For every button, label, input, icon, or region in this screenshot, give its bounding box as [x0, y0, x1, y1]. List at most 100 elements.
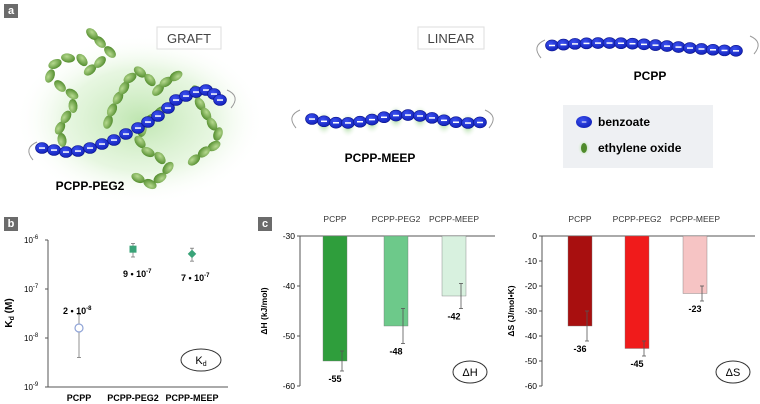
- kd-annot-peg2: 9 • 10-7: [123, 269, 152, 279]
- dh-category-label: PCPP-PEG2: [372, 214, 421, 224]
- kd-category-label: PCPP: [67, 393, 92, 403]
- meep-endcap-right: [484, 109, 494, 129]
- benzoate-bead: [591, 37, 605, 49]
- peg-bead: [134, 135, 146, 149]
- peg-side-chains: [45, 28, 223, 190]
- benzoate-bead: [389, 109, 403, 122]
- benzoate-bead: [179, 90, 193, 102]
- ds-tick-label: -40: [525, 331, 538, 341]
- dh-tick-label: -40: [283, 281, 296, 291]
- benzoate-bead: [413, 110, 427, 122]
- benzoate-bead: [141, 116, 155, 128]
- benzoate-bead: [706, 43, 720, 56]
- graft-backbone: [35, 84, 227, 158]
- benzoate-bead: [83, 142, 97, 154]
- benzoate-bead: [556, 38, 571, 51]
- ds-box-label: ΔS: [726, 367, 741, 379]
- kd-annot-meep: 7 • 10-7: [181, 273, 210, 283]
- peg-bead: [83, 64, 97, 76]
- pcpp-peg2-name: PCPP-PEG2: [56, 179, 125, 193]
- peg-bead: [54, 80, 66, 92]
- kd-marks: [74, 243, 197, 358]
- peg-bead: [162, 161, 174, 175]
- benzoate-bead: [213, 94, 227, 106]
- kd-tick-label: 10-6: [24, 235, 39, 245]
- ds-tick-label: -10: [525, 256, 538, 266]
- benzoate-bead: [59, 146, 73, 158]
- ds-bar: [682, 235, 708, 294]
- benzoate-bead: [437, 114, 451, 127]
- ds-tick-label: 0: [532, 231, 537, 241]
- panel-a-diagram: − benzoate ethylene oxide GRAFT LINEAR P…: [15, 26, 759, 200]
- dh-tick-label: -50: [283, 331, 296, 341]
- ds-tick-label: -50: [525, 356, 538, 366]
- benzoate-bead: [305, 113, 319, 125]
- graft-endcap-left: [28, 141, 38, 161]
- benzoate-bead: [694, 43, 709, 55]
- benzoate-bead: [161, 102, 175, 114]
- pcpp-name: PCPP: [634, 69, 667, 83]
- benzoate-bead: [660, 40, 674, 52]
- benzoate-bead: [377, 111, 391, 124]
- benzoate-legend-icon: [576, 116, 592, 128]
- peg-bead: [86, 28, 98, 40]
- kd-point-meep: [187, 249, 197, 259]
- ds-category-label: PCPP-MEEP: [670, 214, 720, 224]
- dh-data-label: -48: [389, 347, 402, 357]
- ds-ylabel: ΔS (J/mol•K): [506, 285, 516, 336]
- graft-glow: [15, 35, 265, 200]
- benzoate-bead: [614, 37, 628, 50]
- benzoate-bead: [449, 116, 463, 128]
- peg-bead: [54, 121, 66, 135]
- peg-bead: [143, 178, 157, 190]
- meep-backbone: [305, 104, 487, 138]
- legend-box: [563, 105, 713, 168]
- legend-ethylene-oxide: ethylene oxide: [598, 141, 682, 155]
- peg-bead: [187, 154, 201, 166]
- graft-title-box: [156, 26, 222, 50]
- benzoate-bead: [35, 142, 49, 154]
- peg-bead: [104, 46, 116, 58]
- ds-box: [715, 360, 751, 384]
- kd-y-ticks: 10-6 10-7 10-8 10-9: [24, 235, 48, 392]
- legend-benzoate: benzoate: [598, 115, 650, 129]
- benzoate-bead: [425, 112, 439, 124]
- peg-bead: [141, 146, 155, 158]
- benzoate-bead: [545, 39, 559, 52]
- benzoate-bead: [637, 38, 651, 51]
- peg-bead: [94, 56, 106, 68]
- benzoate-bead: [461, 117, 475, 129]
- benzoate-bead: [473, 116, 487, 129]
- peg-bead: [213, 127, 223, 141]
- peg-bead: [153, 172, 167, 184]
- benzoate-bead: [579, 37, 594, 50]
- peg-bead: [159, 76, 173, 88]
- peg-bead: [207, 140, 221, 152]
- kd-tick-label: 10-7: [24, 284, 39, 294]
- peg-bead: [197, 146, 211, 158]
- kd-categories: PCPP PCPP-PEG2 PCPP-MEEP: [67, 393, 219, 403]
- kd-tick-label: 10-9: [24, 382, 39, 392]
- dh-tick-label: -60: [283, 381, 296, 391]
- pcpp-meep-name: PCPP-MEEP: [345, 151, 416, 165]
- kd-annot-pcpp: 2 • 10-8: [63, 306, 92, 316]
- peg-bead: [169, 70, 183, 82]
- peg-bead: [152, 84, 164, 96]
- kd-tick-label: 10-8: [24, 333, 39, 343]
- peg-bead: [131, 172, 145, 184]
- ds-category-label: PCPP-PEG2: [613, 214, 662, 224]
- dh-box: [452, 360, 488, 384]
- peg-bead: [103, 115, 113, 129]
- peg-bead: [76, 53, 88, 67]
- dh-bar: [322, 235, 348, 362]
- benzoate-bead: [717, 44, 732, 57]
- dh-ylabel: ΔH (kJ/mol): [259, 287, 269, 334]
- benzoate-bead: [151, 110, 165, 122]
- dh-category-label: PCPP: [323, 214, 346, 224]
- dh-bar: [441, 235, 467, 297]
- benzoate-bead: [625, 37, 640, 50]
- benzoate-bead: [317, 115, 331, 128]
- benzoate-bead: [329, 116, 343, 129]
- meep-endcap-left: [291, 109, 301, 129]
- graft-endcap-right: [226, 89, 236, 109]
